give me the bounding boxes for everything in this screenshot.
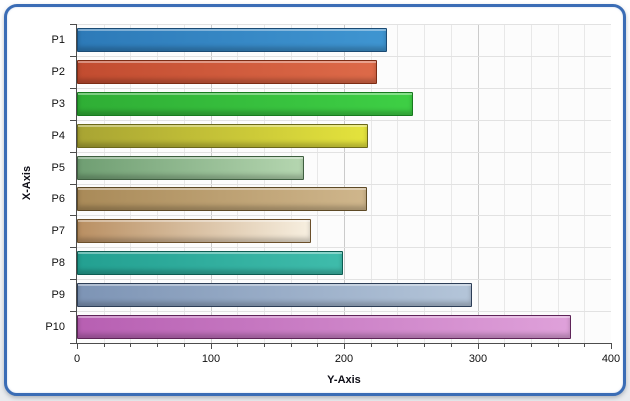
minor-gridline [584,24,585,343]
value-axis-minor-tick [451,343,452,347]
value-axis-label-100: 100 [201,353,221,365]
category-label-P9: P9 [51,289,65,301]
category-axis-tick [70,311,76,312]
plot-area [77,24,611,343]
chart-frame: P1 P2 P3 P4 P5 P6 P7 P8 P9 P10 0 100 200 300 400 X-Ax… [4,4,626,396]
minor-gridline [451,24,452,343]
category-label-P6: P6 [51,193,65,205]
minor-gridline [424,24,425,343]
bar-P7[interactable] [77,219,311,243]
value-axis-minor-tick [504,343,505,347]
row-gridline [77,311,611,312]
value-axis-label-200: 200 [334,353,354,365]
category-axis-tick [70,184,76,185]
bar-P4[interactable] [77,124,368,148]
bar-P8[interactable] [77,251,343,275]
category-label-P7: P7 [51,225,65,237]
minor-gridline [531,24,532,343]
value-axis-minor-tick [184,343,185,347]
minor-gridline [558,24,559,343]
bar-P2[interactable] [77,60,377,84]
minor-gridline [504,24,505,343]
category-axis-tick [70,279,76,280]
value-axis-major-tick [344,343,345,349]
category-axis-tick [70,343,76,344]
minor-gridline [237,24,238,343]
bar-P3[interactable] [77,92,413,116]
value-axis-label-0: 0 [73,353,81,365]
row-gridline [77,120,611,121]
value-axis-minor-tick [104,343,105,347]
value-axis-line [76,343,611,344]
minor-gridline [264,24,265,343]
value-axis-minor-tick [157,343,158,347]
minor-gridline [291,24,292,343]
major-gridline [478,24,479,343]
major-gridline [211,24,212,343]
category-axis-tick [70,215,76,216]
value-axis-minor-tick [130,343,131,347]
category-axis-tick [70,88,76,89]
category-axis-line [76,24,77,344]
category-label-P2: P2 [51,66,65,78]
bar-P1[interactable] [77,28,387,52]
minor-gridline [130,24,131,343]
value-axis-major-tick [611,343,612,349]
value-axis-minor-tick [397,343,398,347]
minor-gridline [397,24,398,343]
row-gridline [77,24,611,25]
minor-gridline [184,24,185,343]
row-gridline [77,184,611,185]
category-label-P3: P3 [51,98,65,110]
value-axis-major-tick [77,343,78,349]
row-gridline [77,279,611,280]
bar-P6[interactable] [77,187,367,211]
value-axis-minor-tick [237,343,238,347]
row-gridline [77,88,611,89]
value-axis-minor-tick [558,343,559,347]
bar-P5[interactable] [77,156,304,180]
value-axis-label-400: 400 [601,353,621,365]
row-gridline [77,215,611,216]
value-axis-minor-tick [317,343,318,347]
value-axis-minor-tick [424,343,425,347]
row-gridline [77,247,611,248]
bottom-axis-title: Y-Axis [327,374,361,386]
category-label-P10: P10 [45,321,65,333]
major-gridline [344,24,345,343]
category-axis-tick [70,24,76,25]
minor-gridline [104,24,105,343]
category-label-P1: P1 [51,34,65,46]
left-axis-title: X-Axis [21,165,33,201]
minor-gridline [371,24,372,343]
category-label-P4: P4 [51,130,65,142]
category-axis-tick [70,152,76,153]
bar-P10[interactable] [77,315,571,339]
minor-gridline [157,24,158,343]
value-axis-major-tick [211,343,212,349]
value-axis-minor-tick [291,343,292,347]
value-axis-label-300: 300 [468,353,488,365]
value-axis-minor-tick [584,343,585,347]
value-axis-minor-tick [264,343,265,347]
category-axis-tick [70,120,76,121]
category-label-P8: P8 [51,257,65,269]
value-axis-minor-tick [371,343,372,347]
category-label-P5: P5 [51,162,65,174]
category-axis-tick [70,56,76,57]
row-gridline [77,152,611,153]
bar-P9[interactable] [77,283,472,307]
minor-gridline [317,24,318,343]
value-axis-major-tick [478,343,479,349]
row-gridline [77,56,611,57]
value-axis-minor-tick [531,343,532,347]
category-axis-tick [70,247,76,248]
